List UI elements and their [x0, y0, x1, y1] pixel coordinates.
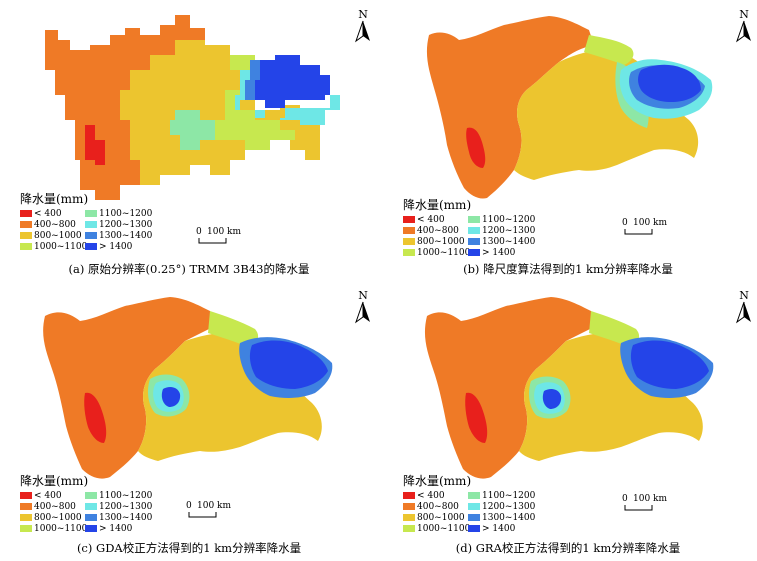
- precipitation-map-b: [426, 16, 713, 199]
- region-400-800: [426, 16, 594, 199]
- panel-c: N 降水量(mm) < 400 400~800 800~1000 1000~11…: [0, 281, 378, 561]
- legend-item: < 400: [403, 215, 445, 225]
- legend-item: 1000~1100: [403, 524, 470, 534]
- scale-zero: 0: [622, 218, 628, 228]
- legend-title: 降水量(mm): [20, 192, 89, 206]
- legend-item: < 400: [20, 491, 62, 501]
- scale-bar: 0 100 km: [622, 494, 672, 511]
- panel-d: N 降水量(mm) < 400 400~800 800~1000 1000~11…: [379, 281, 757, 561]
- legend-item: 400~800: [20, 220, 76, 230]
- scale-distance: 100 km: [633, 218, 668, 228]
- precipitation-map-a: [45, 15, 340, 200]
- north-arrow-icon: [736, 20, 751, 43]
- north-arrow-icon: [736, 301, 751, 324]
- region-1000-1100: [208, 311, 259, 347]
- legend-item: 800~1000: [20, 231, 82, 241]
- legend-item: 1100~1200: [468, 215, 535, 225]
- legend-item: > 1400: [85, 242, 132, 252]
- north-arrow-icon: [355, 20, 370, 43]
- legend-item: 1000~1100: [20, 242, 87, 252]
- caption-b: (b) 降尺度算法得到的1 km分辨率降水量: [463, 262, 673, 276]
- scale-bar: 0 100 km: [186, 501, 236, 518]
- region-over-1400: [638, 64, 701, 102]
- legend-item: 1300~1400: [85, 231, 152, 241]
- region-400-800: [43, 297, 215, 479]
- scale-distance: 100 km: [633, 494, 668, 504]
- legend-title: 降水量(mm): [403, 474, 472, 488]
- region-400-800: [424, 297, 596, 479]
- scale-distance: 100 km: [207, 227, 242, 237]
- north-arrow: N: [351, 8, 375, 44]
- legend-item: > 1400: [468, 248, 515, 258]
- legend-item: > 1400: [85, 524, 132, 534]
- legend-item: 1200~1300: [85, 502, 152, 512]
- caption-d: (d) GRA校正方法得到的1 km分辨率降水量: [455, 541, 681, 555]
- legend-item: 1200~1300: [468, 226, 535, 236]
- region-over-1400: [630, 340, 709, 389]
- region-over-1400: [542, 388, 562, 409]
- region-1000-1100: [584, 35, 634, 65]
- scale-bar: 0 100 km: [196, 227, 246, 244]
- legend-item: 1300~1400: [468, 513, 535, 523]
- legend-item: 400~800: [403, 502, 459, 512]
- legend-item: 1300~1400: [85, 513, 152, 523]
- legend-item: < 400: [20, 209, 62, 219]
- region-under-400: [466, 127, 486, 168]
- north-label: N: [739, 289, 749, 302]
- legend-item: 400~800: [20, 502, 76, 512]
- region-1200-1300: [235, 70, 340, 125]
- north-label: N: [739, 8, 749, 21]
- region-over-1400: [249, 340, 328, 389]
- region-over-1400: [255, 55, 330, 108]
- scale-zero: 0: [622, 494, 628, 504]
- legend-item: 1200~1300: [468, 502, 535, 512]
- north-arrow: N: [732, 8, 756, 44]
- legend-item: 800~1000: [20, 513, 82, 523]
- region-under-400: [85, 125, 105, 165]
- panel-b: N 降水量(mm) < 400 400~800 800~1000 1000~11…: [379, 0, 757, 280]
- legend-item: 1100~1200: [85, 491, 152, 501]
- legend-item: > 1400: [468, 524, 515, 534]
- region-over-1400: [161, 386, 181, 407]
- scale-zero: 0: [196, 227, 202, 237]
- legend-item: < 400: [403, 491, 445, 501]
- panel-a: N 降水量(mm) < 400 400~800 800~1000 1000~11…: [0, 0, 378, 280]
- north-arrow: N: [351, 289, 375, 325]
- region-under-400: [465, 392, 488, 443]
- north-label: N: [358, 8, 368, 21]
- legend-item: 400~800: [403, 226, 459, 236]
- legend-item: 800~1000: [403, 513, 465, 523]
- precipitation-map-c: [43, 297, 333, 479]
- legend-title: 降水量(mm): [403, 198, 472, 212]
- legend-item: 1100~1200: [85, 209, 152, 219]
- region-under-400: [84, 392, 107, 443]
- legend-item: 1300~1400: [468, 237, 535, 247]
- legend-item: 1100~1200: [468, 491, 535, 501]
- region-1000-1100: [215, 55, 295, 150]
- region-1000-1100: [589, 311, 640, 347]
- scale-bar: 0 100 km: [622, 218, 672, 235]
- region-1100-1200: [170, 110, 215, 150]
- legend-item: 1000~1100: [403, 248, 470, 258]
- caption-c: (c) GDA校正方法得到的1 km分辨率降水量: [76, 541, 302, 555]
- north-label: N: [358, 289, 368, 302]
- legend-title: 降水量(mm): [20, 474, 89, 488]
- legend-item: 1200~1300: [85, 220, 152, 230]
- north-arrow-icon: [355, 301, 370, 324]
- precipitation-map-d: [424, 297, 714, 479]
- legend-item: 1000~1100: [20, 524, 87, 534]
- north-arrow: N: [732, 289, 756, 325]
- caption-a: (a) 原始分辨率(0.25°) TRMM 3B43的降水量: [68, 262, 310, 276]
- legend-item: 800~1000: [403, 237, 465, 247]
- scale-zero: 0: [186, 501, 192, 511]
- scale-distance: 100 km: [197, 501, 232, 511]
